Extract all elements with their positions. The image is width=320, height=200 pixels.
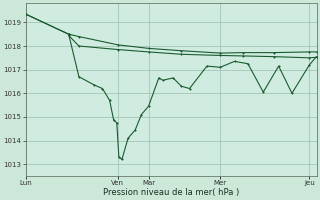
X-axis label: Pression niveau de la mer( hPa ): Pression niveau de la mer( hPa ) [103, 188, 239, 197]
